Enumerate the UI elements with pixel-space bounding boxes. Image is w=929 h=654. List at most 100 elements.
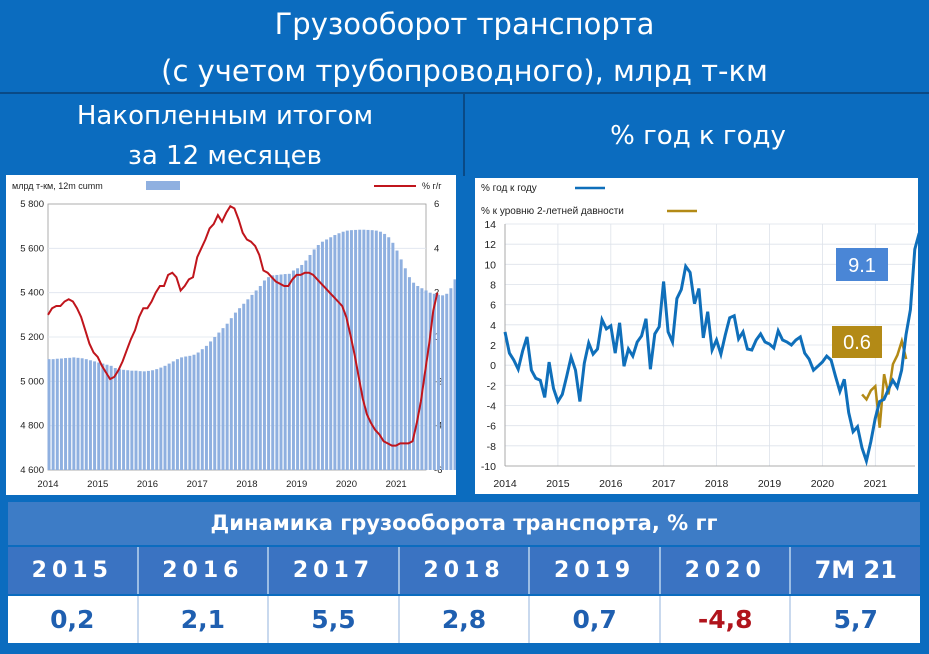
bar [196,352,200,470]
y-tick-label: 8 [490,280,496,292]
y-left-tick-label: 5 000 [20,376,44,387]
bar [55,358,59,470]
table-value-cell: 0,2 [8,596,139,643]
bar [407,277,411,470]
bar [80,358,84,470]
y-tick-label: -2 [487,380,496,392]
x-tick-label: 2021 [864,478,888,490]
bar [84,359,88,470]
page-title-line1: Грузооборот транспорта [274,7,655,41]
table-year-cell: 2020 [661,547,792,594]
bar [420,288,424,470]
y-right-tick-label: -6 [434,465,442,476]
yoy-red-line [47,204,439,447]
x-tick-label: 2017 [652,478,676,490]
bar [163,365,167,470]
y-left-tick-label: 5 400 [20,288,44,299]
bar [316,245,320,470]
bar [93,361,97,470]
bar [333,235,337,470]
bar [445,293,449,470]
bar [370,230,374,470]
bar [271,275,275,470]
table-year-cell: 7M 21 [814,556,897,584]
y-tick-label: -6 [487,421,496,433]
bar [300,264,304,470]
bar [134,370,138,470]
y-left-tick-label: 4 800 [20,421,44,432]
bar [395,250,399,470]
bar [113,368,117,470]
bar [200,349,204,470]
bar [51,359,55,470]
bar [151,370,155,470]
bar [362,229,366,470]
bar [412,282,416,470]
table-year-cell: 2017 [269,547,400,594]
bar [88,360,92,470]
bar [354,229,358,470]
bar [254,290,258,470]
x-tick-label: 2021 [386,479,407,490]
bar [304,260,308,470]
bar [184,356,188,470]
table-year-cell: 2015 [8,547,139,594]
bar [209,341,213,470]
x-tick-label: 2014 [37,479,58,490]
bar [287,273,291,470]
table-values-row: 0,2 2,1 5,5 2,8 0,7 -4,8 5,7 [8,596,920,643]
x-tick-label: 2019 [286,479,307,490]
bar [329,237,333,470]
bar [387,237,391,470]
callout-yoy-value: 9.1 [848,255,876,277]
bar [441,295,445,470]
x-tick-label: 2015 [87,479,108,490]
bar [242,303,246,470]
bar [403,268,407,470]
bar [349,230,353,470]
table-value-cell: 0,7 [530,596,661,643]
bar [366,229,370,470]
bar [175,359,179,470]
bar [192,354,196,470]
right-subtitle: % год к году [610,121,786,151]
bar [262,280,266,470]
yoy-chart: % год к году % к уровню 2-летней давност… [481,183,918,490]
x-tick-label: 2014 [493,478,517,490]
bar [105,364,109,470]
y-right-tick-label: 4 [434,243,439,254]
y-tick-label: 10 [484,259,496,271]
table-value-cell: -4,8 [661,596,792,643]
y-right-tick-label: 0 [434,332,439,343]
callout-2y-box [832,326,882,358]
bar [122,369,126,470]
x-tick-label: 2020 [336,479,357,490]
bar [399,259,403,470]
bar [308,254,312,470]
table-year-cell: 2019 [530,547,661,594]
bar [428,292,432,470]
x-tick-label: 2015 [546,478,570,490]
bar [59,358,63,470]
bar [109,365,113,470]
bar [383,233,387,470]
bar [416,286,420,470]
bar [312,249,316,470]
y-tick-label: 12 [484,239,496,251]
table-year-cell: 2018 [400,547,531,594]
bar [453,279,456,470]
table-value-cell: 5,7 [833,605,878,634]
bar [167,363,171,470]
y-left-tick-label: 5 800 [20,199,44,210]
x-tick-label: 2020 [811,478,835,490]
cumulative-chart: млрд т-км, 12m cumm % г/г 4 600 4 800 5 00… [12,181,456,490]
x-tick-label: 2016 [599,478,623,490]
bar [358,229,362,470]
two-year-gold-line [861,336,908,428]
yoy-blue-line [503,232,918,467]
y-left-tick-label: 4 600 [20,465,44,476]
x-tick-label: 2019 [758,478,782,490]
bar [142,371,146,470]
bar [64,358,68,470]
x-tick-label: 2017 [187,479,208,490]
